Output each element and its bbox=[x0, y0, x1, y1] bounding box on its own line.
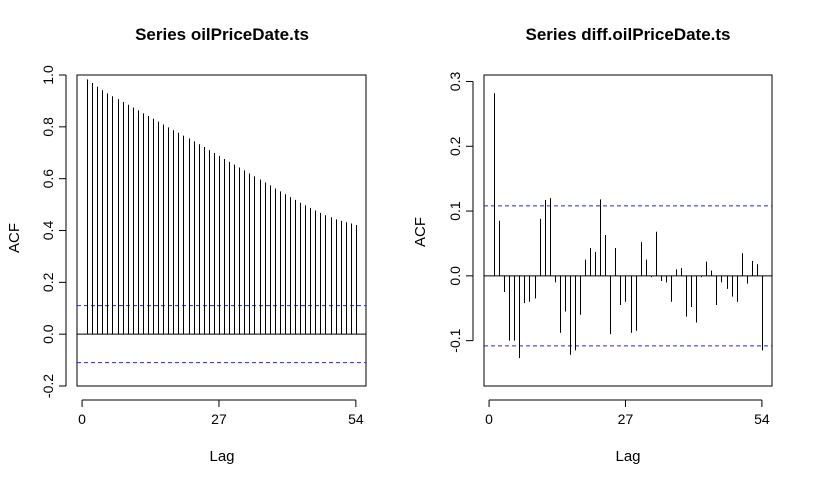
x-tick-label: 27 bbox=[618, 411, 634, 427]
plot-frame bbox=[483, 74, 773, 387]
x-axis-title: Lag bbox=[209, 448, 234, 465]
chart-title: Series oilPriceDate.ts bbox=[135, 25, 309, 44]
acf-panel-oilprice: Series oilPriceDate.ts Lag ACF 0 27 54 -0.2… bbox=[6, 25, 367, 465]
x-axis-title: Lag bbox=[615, 448, 640, 465]
y-tick-label: 0.8 bbox=[40, 117, 56, 137]
y-axis-title: ACF bbox=[6, 223, 23, 253]
x-tick-label: 27 bbox=[211, 411, 227, 427]
y-tick-label: 0.0 bbox=[40, 324, 56, 344]
x-tick-label: 0 bbox=[78, 411, 86, 427]
acf-panel-diff-oilprice: Series diff.oilPriceDate.ts Lag ACF 0 27 5… bbox=[412, 25, 773, 465]
y-tick-label: 0.4 bbox=[40, 221, 56, 241]
x-tick-label: 54 bbox=[348, 411, 364, 427]
y-tick-label: 0.0 bbox=[447, 266, 463, 286]
y-tick-label: 0.1 bbox=[447, 201, 463, 221]
y-tick-label: -0.1 bbox=[447, 328, 463, 352]
plot-frame bbox=[76, 74, 367, 387]
y-tick-label: -0.2 bbox=[40, 374, 56, 398]
y-tick-label: 0.2 bbox=[40, 272, 56, 292]
y-tick-label: 0.3 bbox=[447, 72, 463, 92]
chart-title: Series diff.oilPriceDate.ts bbox=[525, 25, 730, 44]
y-tick-label: 0.2 bbox=[447, 136, 463, 156]
y-tick-label: 0.6 bbox=[40, 169, 56, 189]
x-tick-label: 54 bbox=[754, 411, 770, 427]
y-tick-label: 1.0 bbox=[40, 65, 56, 85]
x-tick-label: 0 bbox=[485, 411, 493, 427]
y-axis-title: ACF bbox=[412, 217, 429, 247]
